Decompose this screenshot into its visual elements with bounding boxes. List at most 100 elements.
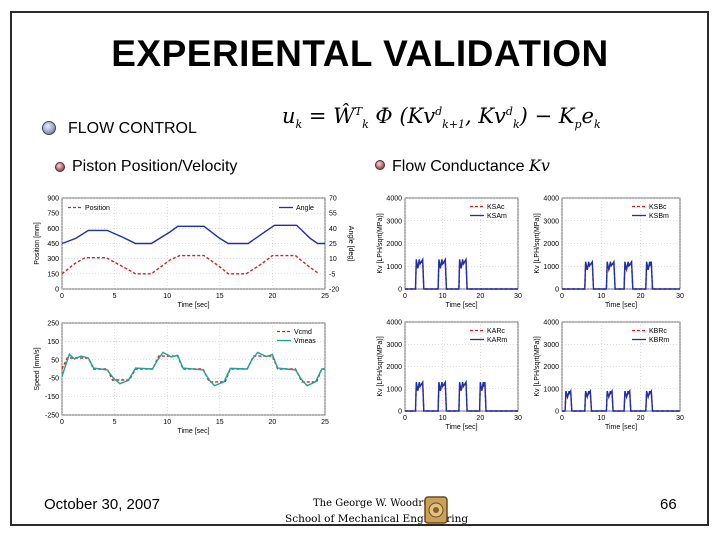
y-tick-label: -150 [45,394,59,401]
y-tick-label: 3000 [543,218,559,225]
y-tick-label: 900 [47,196,59,203]
y-tick-label: 150 [47,339,59,346]
series-line [61,224,325,245]
legend-label: KARm [487,337,507,344]
y-tick-label: 2000 [386,241,402,248]
series-line [61,351,325,387]
y-tick-label: 1000 [386,264,402,271]
bullet-icon [42,121,56,135]
x-tick-label: 10 [163,419,171,426]
x-tick-label: 20 [637,415,645,422]
y-tick-label: -50 [49,376,59,383]
y-tick-label: 2000 [543,364,559,371]
x-tick-label: 5 [113,419,117,426]
y-axis-label: Position [mm] [34,222,41,264]
seal-icon [424,496,448,524]
x-tick-label: 20 [269,293,277,300]
logo-line-1: The George W. Woodruff [313,498,437,509]
legend-label: Position [85,205,110,212]
page-number: 66 [660,496,677,513]
x-tick-label: 0 [60,293,64,300]
x-tick-label: 30 [514,293,522,300]
y-tick-label: 3000 [543,342,559,349]
legend-label: KBRm [649,337,669,344]
series-line [562,388,680,412]
y-tick-label: 750 [47,211,59,218]
y2-tick-label: 55 [329,211,337,218]
x-tick-label: 20 [476,293,484,300]
logo-line-2: School of Mechanical Engineering [285,513,469,525]
x-tick-label: 20 [476,415,484,422]
x-tick-label: 10 [163,293,171,300]
x-tick-label: 0 [60,419,64,426]
legend-label: Angle [296,205,314,212]
x-tick-label: 30 [514,415,522,422]
control-law-formula: uk = ŴTk Φ (Kvdk+1, Kvdk) − Kpek [282,104,601,132]
y-tick-label: 0 [555,287,559,294]
y-tick-label: 4000 [543,320,559,327]
flow-control-label: FLOW CONTROL [68,120,197,137]
y2-tick-label: 25 [329,241,337,248]
x-tick-label: 20 [637,293,645,300]
y-tick-label: -250 [45,413,59,420]
y-tick-label: 1000 [543,386,559,393]
x-tick-label: 15 [216,293,224,300]
x-tick-label: 10 [439,415,447,422]
flow-conductance-text: Flow Conductance [392,158,525,175]
x-tick-label: 5 [113,293,117,300]
x-tick-label: 25 [321,293,329,300]
y-tick-label: 250 [47,321,59,328]
x-tick-label: 0 [403,293,407,300]
series-line [562,259,680,290]
y2-tick-label: 40 [329,226,337,233]
legend-label: KARc [487,328,505,335]
plot-area [561,197,681,290]
x-tick-label: 10 [597,415,605,422]
y-tick-label: 4000 [386,196,402,203]
y2-tick-label: -5 [329,271,335,278]
legend-label: KBRc [649,328,667,335]
y-tick-label: 2000 [386,364,402,371]
legend-label: KSBc [649,204,667,211]
y-axis-label: Kv [LPH/sqrt(MPa)] [377,336,384,396]
y-tick-label: 3000 [386,218,402,225]
series-line [405,256,518,290]
x-tick-label: 10 [439,293,447,300]
legend-label: Vcmd [294,329,312,336]
y-tick-label: 0 [398,409,402,416]
y-tick-label: 1000 [386,386,402,393]
y2-tick-label: 10 [329,256,337,263]
x-tick-label: 30 [676,415,684,422]
sub-bullet-icon [55,162,65,172]
x-axis-label: Time [sec] [605,424,637,431]
y-tick-label: 4000 [386,320,402,327]
y-tick-label: 0 [55,287,59,294]
slide-title: EXPERIENTAL VALIDATION [111,33,609,74]
slide-frame [10,11,709,526]
x-axis-label: Time [sec] [177,428,209,435]
y2-tick-label: -20 [329,287,339,294]
y-tick-label: 300 [47,256,59,263]
x-tick-label: 0 [560,293,564,300]
y-tick-label: 3000 [386,342,402,349]
x-tick-label: 15 [216,419,224,426]
y2-tick-label: 70 [329,196,337,203]
kv-symbol: Kv [528,156,550,175]
x-tick-label: 25 [321,419,329,426]
y-tick-label: 0 [555,409,559,416]
legend-label: KSAc [487,204,505,211]
x-tick-label: 0 [403,415,407,422]
series-line [61,355,325,383]
x-tick-label: 0 [560,415,564,422]
slide-date: October 30, 2007 [44,496,160,513]
series-line [61,254,319,275]
x-tick-label: 10 [597,293,605,300]
x-axis-label: Time [sec] [445,302,477,309]
y-tick-label: 150 [47,271,59,278]
y-tick-label: 1000 [543,264,559,271]
sub-bullet-icon [375,160,385,170]
series-line [405,379,518,412]
legend-label: Vmeas [294,338,316,345]
x-axis-label: Time [sec] [445,424,477,431]
